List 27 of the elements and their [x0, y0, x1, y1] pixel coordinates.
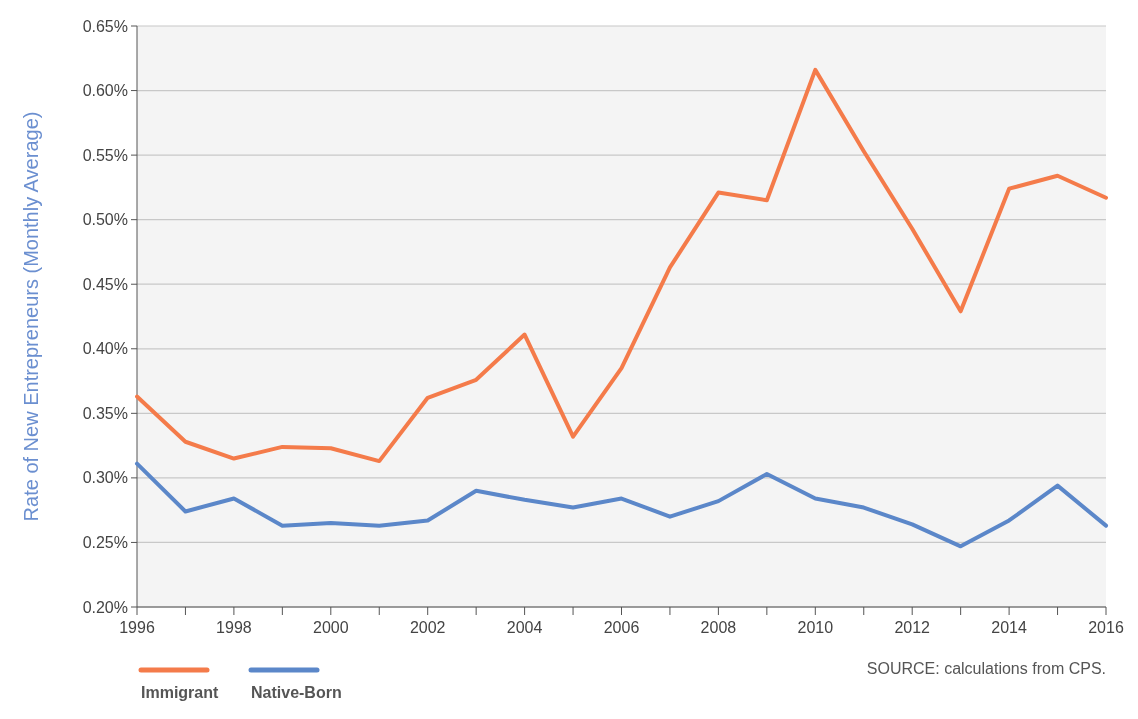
- x-tick-label: 2008: [700, 619, 737, 636]
- x-tick-label: 2010: [797, 619, 834, 636]
- y-tick-label: 0.30%: [82, 469, 128, 487]
- y-tick-label: 0.55%: [82, 146, 128, 164]
- y-tick-label: 0.65%: [82, 17, 128, 35]
- y-tick-label: 0.40%: [82, 340, 128, 358]
- x-tick-label: 1998: [216, 619, 252, 636]
- line-series: [135, 461, 1108, 549]
- x-tick-label: 2000: [313, 619, 349, 636]
- x-tick-label: 2004: [506, 619, 543, 636]
- legend-label: Immigrant: [141, 684, 220, 701]
- x-tick-label: 2014: [991, 619, 1027, 636]
- y-tick-label: 0.50%: [82, 211, 128, 229]
- y-tick-label: 0.60%: [82, 82, 128, 100]
- y-tick-label: 0.45%: [82, 275, 128, 293]
- y-tick-label: 0.20%: [82, 598, 128, 616]
- x-tick-label: 2012: [894, 619, 931, 636]
- line-series: [135, 67, 1108, 464]
- x-tick-label: 2002: [409, 619, 446, 636]
- y-axis-title: Rate of New Entrepreneurs (Monthly Average): [20, 111, 42, 522]
- y-tick-label: 0.35%: [82, 404, 128, 422]
- x-tick-label: 2016: [1088, 619, 1124, 636]
- legend-label: Native-Born: [251, 684, 342, 701]
- source-note: SOURCE: calculations from CPS.: [866, 660, 1106, 677]
- x-tick-label: 1996: [119, 619, 155, 636]
- y-tick-label: 0.25%: [82, 534, 128, 552]
- x-tick-label: 2006: [603, 619, 640, 636]
